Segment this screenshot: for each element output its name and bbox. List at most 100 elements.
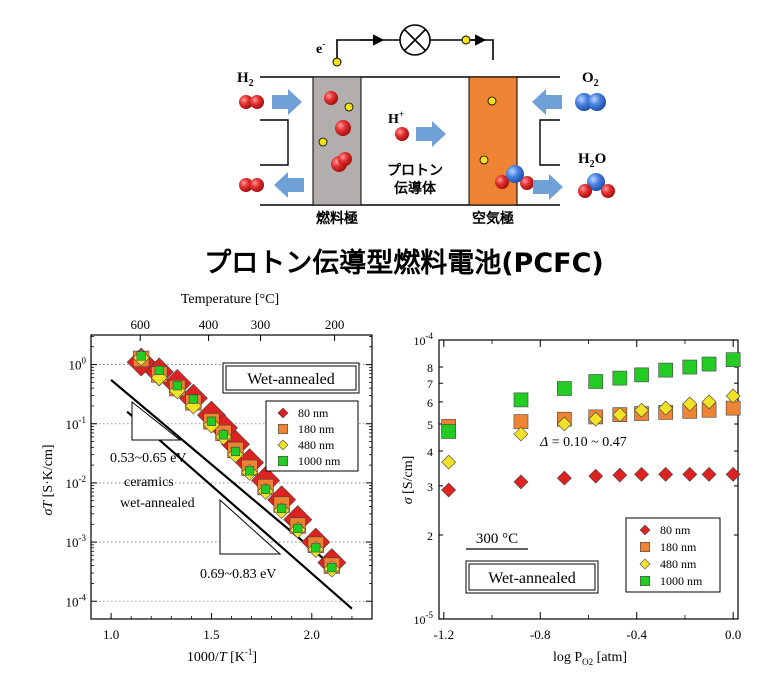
y-tick-label: 100	[69, 356, 87, 373]
lamp-icon	[399, 24, 431, 56]
h2-in-arrow-icon	[272, 89, 302, 115]
h2o-label: H2O	[578, 151, 606, 170]
legend-marker	[277, 439, 289, 451]
data-point	[612, 370, 628, 386]
chart-conductivity-po2: 10-5 2 3 4 5 6 7 8 10-4 -1.2 -0.8 -0.4 0.0 Δ = 0.10 …	[401, 331, 741, 667]
water-molecule-icon	[601, 184, 615, 198]
data-point	[634, 367, 649, 383]
y-tick-label: 10-3	[66, 533, 87, 550]
data-point	[293, 523, 303, 534]
y-tick-label: 7	[427, 377, 433, 391]
hydrogen-atom-icon	[338, 152, 352, 166]
x-axis-label: log PO2 [atm]	[553, 650, 627, 667]
electron-icon	[344, 102, 354, 112]
annotation-ceramics-1: ceramics	[124, 475, 174, 490]
top-tick-label: 300	[251, 317, 271, 332]
svg-text:Wet-annealed: Wet-annealed	[247, 371, 335, 388]
data-point	[188, 394, 198, 404]
data-point	[277, 503, 287, 514]
legend-label: 1000 nm	[298, 454, 341, 468]
legend-label: 1000 nm	[660, 574, 703, 588]
data-point	[441, 424, 456, 439]
circuit-wire-right	[430, 39, 494, 60]
data-point	[206, 416, 217, 426]
cathode	[468, 76, 518, 206]
x-tick-label: -0.8	[530, 627, 551, 642]
fuel-cell-diagram: e- H+ プロトン 伝導体 燃料極 空気極 H2	[237, 24, 615, 227]
y-tick-label: 10-5	[414, 610, 434, 627]
data-point	[230, 446, 241, 457]
electron-icon	[479, 155, 489, 165]
top-tick-label: 200	[325, 317, 345, 332]
data-point	[172, 381, 182, 391]
legend-marker	[639, 558, 651, 570]
fuel-channel-wall	[260, 119, 289, 166]
data-point	[327, 563, 337, 573]
water-molecule-icon	[578, 184, 592, 198]
fit-line	[126, 410, 353, 610]
svg-text:Wet-annealed: Wet-annealed	[488, 570, 576, 587]
data-point	[441, 482, 457, 498]
legend-marker	[278, 456, 288, 466]
proton-label: H+	[388, 109, 404, 127]
cathode-label: 空気極	[472, 210, 514, 227]
oxygen-molecule-icon	[575, 93, 593, 111]
electron-label: e-	[316, 39, 325, 57]
data-point	[658, 466, 674, 482]
hydrogen-molecule-icon	[239, 178, 253, 192]
data-point	[588, 411, 604, 427]
legend-label: 480 nm	[298, 438, 335, 452]
data-point	[612, 467, 628, 483]
y-axis-label: σ [S/cm]	[401, 456, 416, 505]
data-point	[513, 414, 529, 429]
electron-icon	[318, 137, 328, 147]
legend-label: 80 nm	[660, 523, 691, 537]
electrolyte-label-1: プロトン	[387, 163, 443, 179]
o2-in-arrow-icon	[532, 89, 562, 115]
delta-label: Δ = 0.10 ~ 0.47	[539, 435, 627, 450]
anode-label: 燃料極	[316, 210, 358, 227]
x-tick-label: 1.0	[103, 627, 119, 642]
data-point	[701, 466, 717, 482]
slope-triangle	[131, 400, 182, 441]
data-point	[658, 362, 673, 378]
data-point	[557, 381, 572, 396]
data-point	[513, 392, 529, 408]
data-point	[311, 543, 321, 553]
y-axis-label: σT [S·K/cm]	[41, 444, 56, 515]
data-point	[725, 352, 741, 368]
electron-icon	[487, 96, 497, 106]
top-axis-label: Temperature [°C]	[181, 292, 279, 307]
h2-out-arrow-icon	[274, 172, 304, 198]
data-point	[634, 402, 649, 418]
data-point	[513, 426, 529, 442]
x-axis-label: 1000/T [K-1]	[187, 647, 257, 665]
legend-label: 80 nm	[298, 406, 329, 420]
y-tick-label: 10-1	[66, 415, 87, 432]
data-point	[612, 407, 628, 423]
o2-label: O2	[582, 70, 599, 89]
top-tick-label: 400	[199, 317, 219, 332]
y-tick-label: 10-2	[66, 474, 87, 491]
y-tick-label: 5	[427, 418, 433, 432]
data-point	[682, 396, 698, 412]
y-tick-label: 4	[427, 445, 433, 459]
data-point	[441, 454, 457, 470]
hydrogen-atom-icon	[324, 91, 338, 105]
data-point	[634, 466, 649, 482]
data-point	[588, 468, 604, 484]
oxygen-atom-icon	[506, 165, 524, 183]
y-tick-label: 6	[427, 396, 433, 410]
y-tick-label: 8	[427, 361, 433, 375]
annotation-slope-wet: 0.53~0.65 eV	[110, 451, 186, 466]
x-tick-label: 1.5	[203, 627, 219, 642]
data-point	[218, 430, 229, 440]
hydrogen-atom-icon	[520, 176, 534, 190]
electron-icon	[332, 57, 342, 67]
data-point	[154, 365, 164, 375]
data-point	[701, 394, 717, 410]
legend: 80 nm 180 nm 480 nm 1000 nm	[625, 517, 721, 593]
data-point	[513, 474, 529, 490]
data-point	[556, 416, 572, 432]
